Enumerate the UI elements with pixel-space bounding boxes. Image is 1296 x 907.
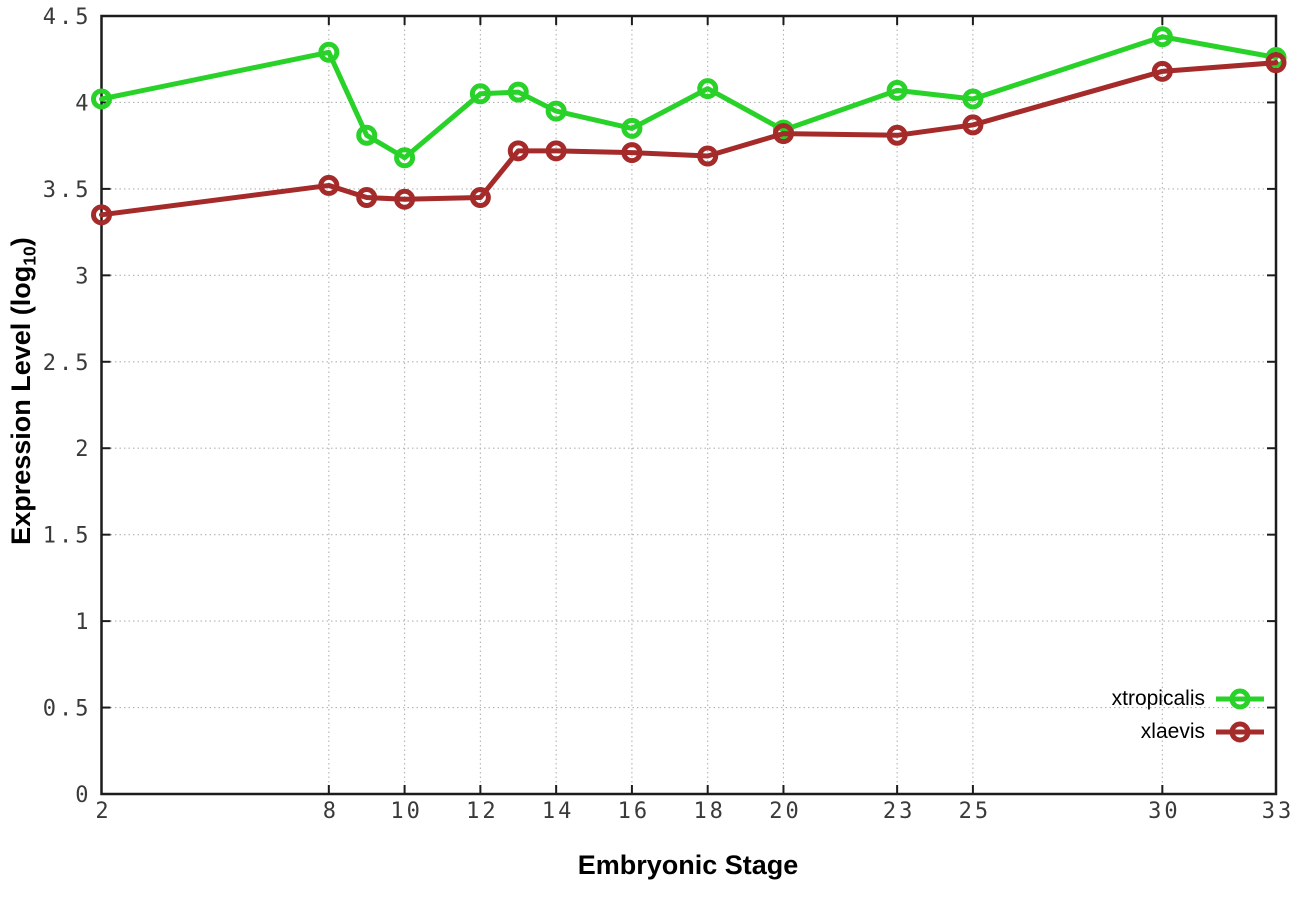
data-point-marker — [1151, 26, 1173, 48]
data-point-marker — [1151, 60, 1173, 82]
legend-circle-icon — [1229, 721, 1251, 743]
data-point-marker — [962, 114, 984, 136]
data-point-marker — [507, 81, 529, 103]
legend-item-xlaevis: xlaevis — [1141, 716, 1266, 748]
legend-label-xlaevis: xlaevis — [1140, 720, 1205, 743]
x-tick-label: 16 — [618, 799, 651, 824]
data-point-marker — [621, 117, 643, 139]
legend-label-xtropicalis: xtropicalis — [1111, 687, 1205, 710]
data-point-marker — [697, 78, 719, 100]
data-point-marker — [91, 88, 112, 110]
legend-marker-xtropicalis — [1216, 688, 1264, 710]
data-point-marker — [697, 145, 719, 167]
y-axis-title-subscript: 10 — [19, 246, 40, 266]
y-tick-label: 3 — [75, 264, 91, 289]
y-tick-label: 1 — [75, 610, 91, 635]
data-point-marker — [91, 204, 112, 226]
data-point-marker — [394, 188, 416, 210]
series-line-xtropicalis — [99, 34, 1279, 161]
data-point-marker — [469, 83, 491, 105]
x-tick-label: 25 — [959, 799, 992, 824]
plot-border — [100, 14, 1278, 796]
x-tick-label: 33 — [1262, 799, 1295, 824]
data-point-marker — [318, 174, 340, 196]
x-tick-label: 30 — [1148, 799, 1181, 824]
y-tick-label: 3.5 — [43, 178, 92, 203]
y-axis-title: Expression Level (log10) — [4, 181, 40, 601]
y-tick-label: 2 — [75, 437, 91, 462]
y-tick-label: 0 — [75, 783, 91, 808]
x-tick-label: 2 — [95, 799, 111, 824]
x-tick-label: 12 — [466, 799, 499, 824]
x-tick-labels: 2 8 10 12 14 16 18 20 23 25 30 33 — [95, 799, 1295, 824]
legend: xtropicalis xlaevis — [1112, 683, 1266, 748]
data-point-marker — [962, 88, 984, 110]
data-point-marker — [545, 140, 567, 162]
data-point-marker — [886, 79, 908, 101]
y-tick-label: 1.5 — [43, 524, 92, 549]
gridlines — [101, 16, 1276, 794]
data-point-marker — [356, 124, 378, 146]
data-point-marker — [772, 123, 794, 145]
x-tick-label: 10 — [390, 799, 423, 824]
x-tick-label: 20 — [769, 799, 802, 824]
data-point-marker — [621, 142, 643, 164]
legend-item-xtropicalis: xtropicalis — [1112, 683, 1266, 715]
y-axis-title-suffix: ) — [6, 237, 36, 247]
y-tick-labels: 0 0.5 1 1.5 2 2.5 3 3.5 4 4.5 — [43, 5, 92, 808]
x-axis-title: Embryonic Stage — [577, 850, 799, 880]
x-tick-label: 23 — [883, 799, 916, 824]
data-point-marker — [1265, 52, 1287, 74]
y-tick-label: 0.5 — [43, 697, 92, 722]
data-point-marker — [545, 100, 567, 122]
data-point-marker — [469, 187, 491, 209]
data-point-marker — [394, 147, 416, 169]
legend-marker-xlaevis — [1216, 721, 1264, 743]
legend-circle-icon — [1229, 688, 1251, 710]
data-point-marker — [507, 140, 529, 162]
x-tick-label: 14 — [542, 799, 575, 824]
y-tick-label: 2.5 — [43, 351, 92, 376]
x-tick-label: 8 — [323, 799, 339, 824]
y-axis-title-text: Expression Level (log — [6, 265, 36, 545]
x-tick-label: 18 — [693, 799, 726, 824]
tick-marks — [100, 15, 1277, 795]
series-line-xlaevis — [99, 60, 1279, 218]
series-xtropicalis — [91, 26, 1287, 169]
y-tick-label: 4 — [75, 91, 91, 116]
data-point-marker — [356, 187, 378, 209]
series-xlaevis — [91, 52, 1287, 226]
data-point-marker — [886, 124, 908, 146]
data-point-marker — [318, 41, 340, 63]
y-tick-label: 4.5 — [43, 5, 92, 30]
